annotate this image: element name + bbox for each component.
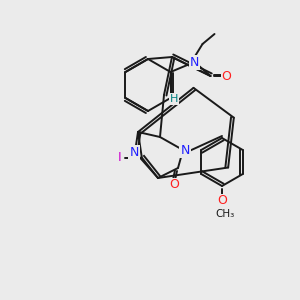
Text: H: H bbox=[170, 94, 178, 104]
Text: I: I bbox=[118, 151, 122, 164]
Text: CH₃: CH₃ bbox=[215, 209, 235, 219]
Text: N: N bbox=[180, 143, 190, 157]
Text: O: O bbox=[169, 178, 179, 191]
Text: O: O bbox=[217, 194, 227, 208]
Text: N: N bbox=[129, 146, 139, 158]
Text: N: N bbox=[190, 56, 199, 68]
Text: O: O bbox=[222, 70, 232, 83]
